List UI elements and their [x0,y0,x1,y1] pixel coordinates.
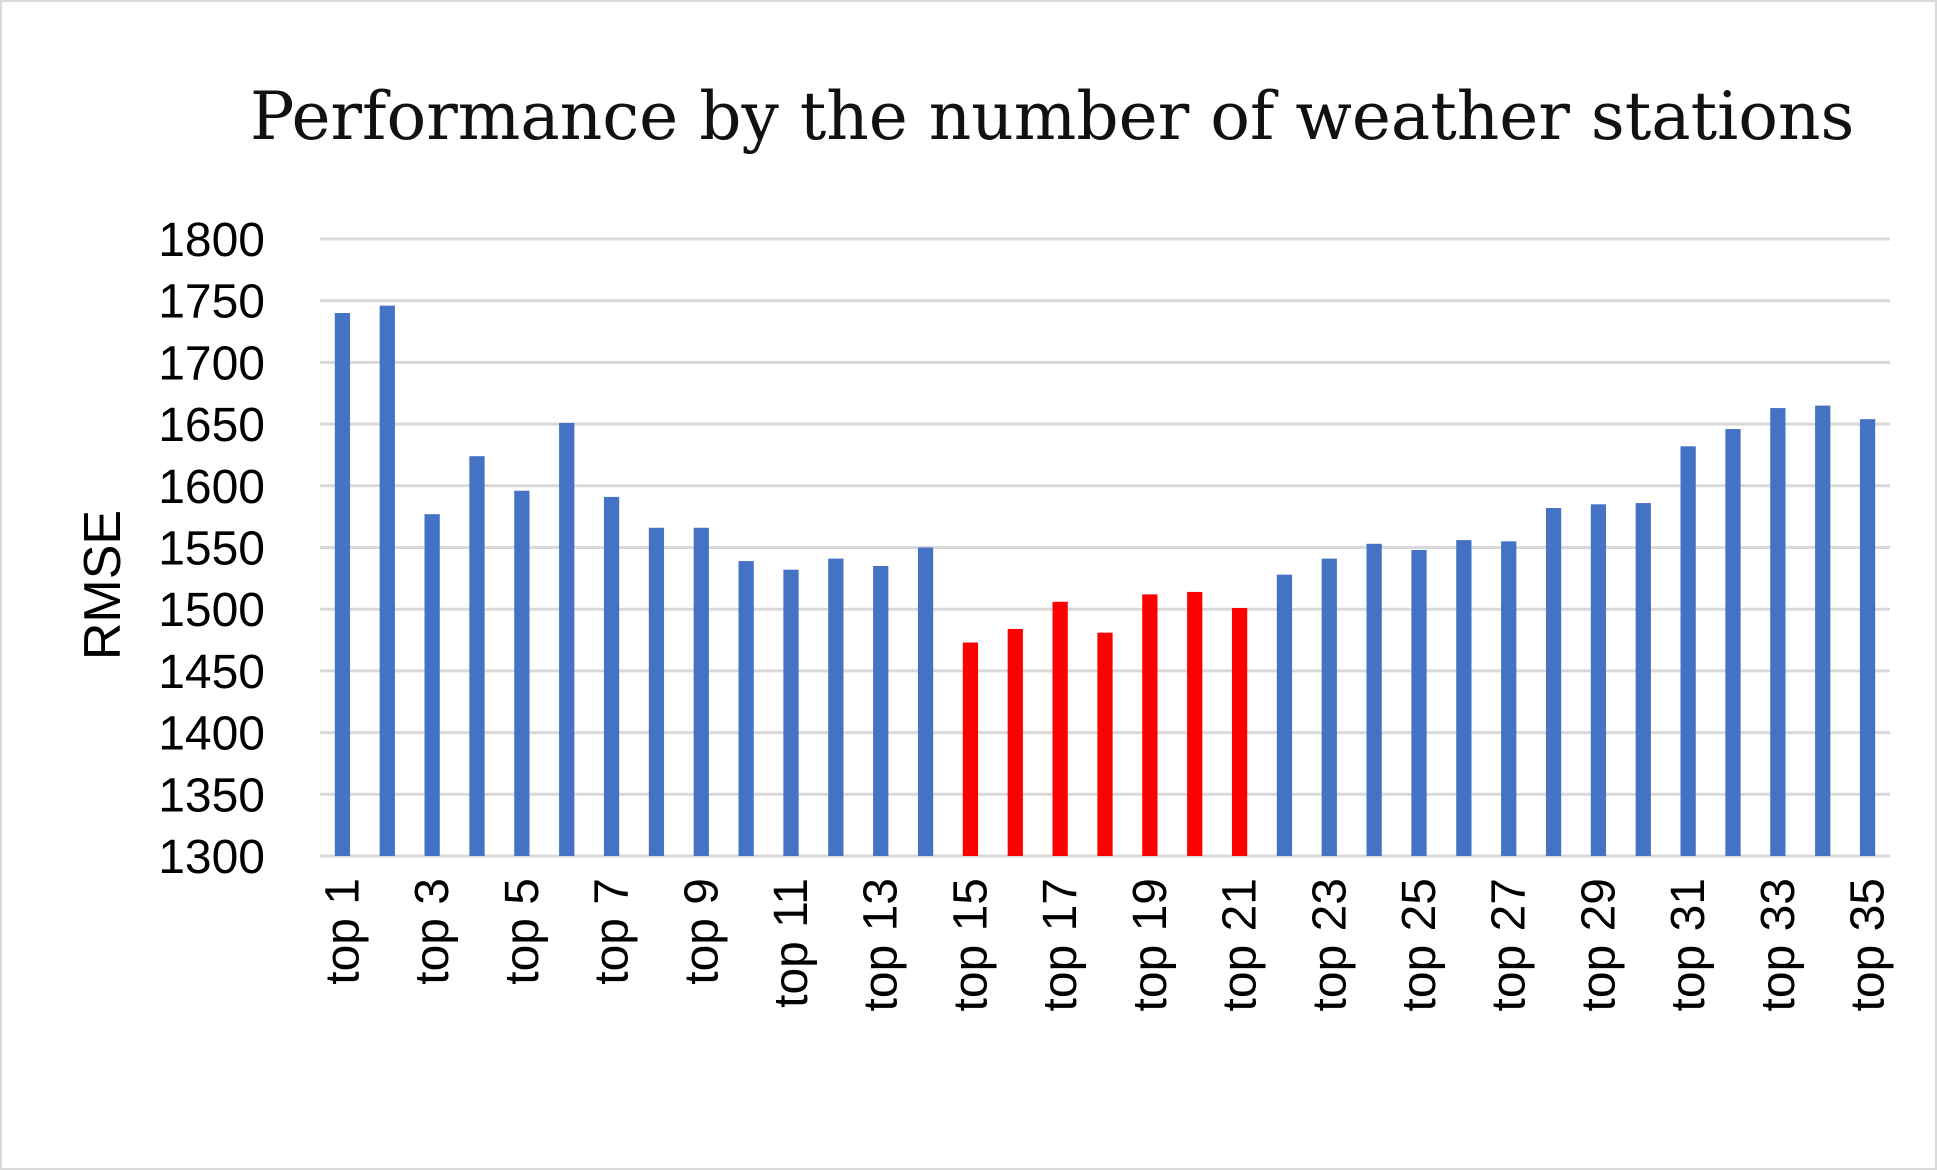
bar [917,547,934,856]
y-tick-label: 1500 [158,584,265,637]
x-tick-label: top 35 [1842,878,1895,1011]
bar [1276,574,1293,856]
bar [1142,594,1158,856]
x-tick-label: top 15 [944,878,997,1011]
x-tick-label: top 3 [406,878,459,985]
bar [1680,446,1696,856]
bar [738,561,754,856]
gridlines [320,237,1890,858]
y-tick-label: 1350 [158,769,265,822]
y-axis-title: RMSE [74,510,132,660]
x-tick-label: top 31 [1662,878,1715,1011]
bar [1097,632,1113,856]
chart-title: Performance by the number of weather sta… [250,78,1855,155]
bar [1725,429,1741,856]
bars [334,305,1876,856]
y-tick-label: 1400 [158,708,265,761]
bar [1456,540,1472,856]
y-tick-label: 1550 [158,523,265,576]
bar [962,642,979,856]
x-tick-label: top 25 [1393,878,1446,1011]
x-tick-label: top 29 [1572,878,1625,1011]
bar [1815,405,1831,856]
x-tick-label: top 5 [496,878,549,985]
bar [1187,591,1203,856]
y-tick-label: 1450 [158,646,265,699]
x-tick-label: top 27 [1483,878,1536,1011]
x-tick-label: top 9 [675,878,728,985]
y-tick-label: 1800 [158,214,265,267]
x-axis-tick-labels: top 1 top 3 top 5 top 7 top 9 top 11 top 13 top… [316,878,1894,1011]
bar [1501,541,1517,856]
x-tick-label: top 33 [1752,878,1805,1011]
bar [603,496,620,856]
y-tick-label: 1700 [158,337,265,390]
bar [648,527,665,856]
x-tick-label: top 13 [855,878,908,1011]
x-tick-label: top 11 [765,878,818,1008]
y-tick-label: 1750 [158,276,265,329]
bar [559,422,575,856]
y-tick-label: 1600 [158,461,265,514]
bar [1770,408,1786,856]
bar [1411,549,1427,856]
bar [1007,628,1023,856]
x-tick-label: top 1 [316,878,369,985]
bar [334,313,351,856]
bar [1635,503,1651,856]
bar [783,569,799,856]
x-tick-label: top 23 [1303,878,1356,1011]
bar [873,566,889,856]
bar [828,558,844,856]
x-tick-label: top 7 [586,878,639,985]
bar [1321,558,1337,856]
bar [1859,419,1876,856]
x-tick-label: top 21 [1214,878,1267,1011]
y-axis-tick-labels: 1300 1350 1400 1450 1500 1550 1600 1650 1700 1750… [158,214,265,884]
bar [693,527,709,856]
bar [514,490,530,856]
bar [1052,601,1068,856]
x-tick-label: top 19 [1124,878,1177,1011]
bar [379,305,395,856]
bar [1545,508,1562,856]
bar [1590,504,1607,856]
y-tick-label: 1650 [158,399,265,452]
y-tick-label: 1300 [158,831,265,884]
bar [1366,543,1382,856]
bar [424,514,440,856]
x-tick-label: top 17 [1034,878,1087,1011]
bar [469,456,485,856]
bar [1231,607,1248,856]
